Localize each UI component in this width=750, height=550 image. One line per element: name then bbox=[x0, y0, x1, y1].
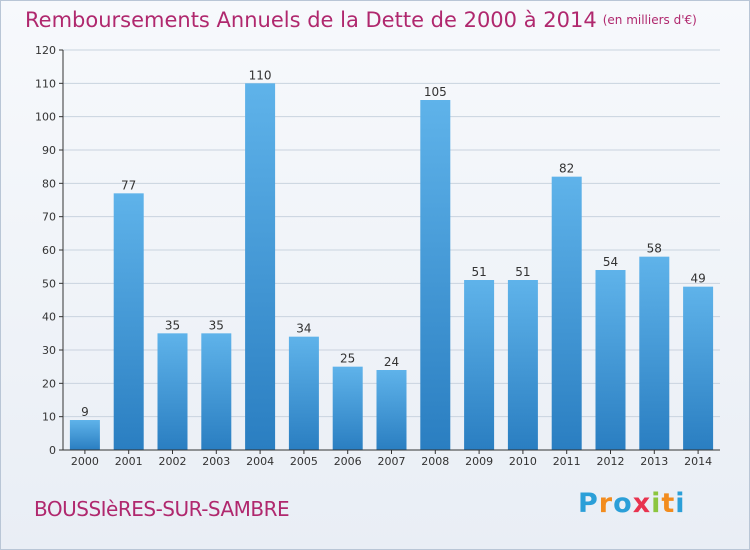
axes bbox=[59, 49, 720, 454]
y-tick-label: 60 bbox=[42, 244, 56, 257]
logo-letter: x bbox=[632, 488, 652, 519]
chart-title-text: Remboursements Annuels de la Dette de 20… bbox=[25, 8, 597, 32]
data-label-2005: 34 bbox=[296, 322, 311, 336]
data-label-2003: 35 bbox=[209, 318, 224, 332]
data-label-2002: 35 bbox=[165, 318, 180, 332]
data-label-2012: 54 bbox=[603, 255, 618, 269]
data-label-2011: 82 bbox=[559, 162, 574, 176]
x-tick-label-2005: 2005 bbox=[290, 455, 318, 468]
labels: 0 10 20 30 40 50 60 70 80 90 100 110 120 9 2000 77 2001 3… bbox=[35, 44, 712, 468]
bar-2000 bbox=[69, 420, 100, 450]
y-tick-label: 70 bbox=[42, 211, 56, 224]
logo-letter: i bbox=[675, 488, 686, 519]
data-label-2006: 25 bbox=[340, 352, 355, 366]
proxiti-logo[interactable]: Proxiti bbox=[578, 488, 686, 519]
chart-unit-note: (en milliers d'€) bbox=[602, 13, 697, 27]
y-tick-label: 10 bbox=[42, 411, 56, 424]
x-tick-label-2002: 2002 bbox=[159, 455, 187, 468]
bar-2008 bbox=[420, 100, 451, 450]
bar-2006 bbox=[332, 366, 363, 450]
data-label-2014: 49 bbox=[690, 272, 705, 286]
logo-letter: o bbox=[613, 488, 633, 519]
logo-letter: i bbox=[651, 488, 662, 519]
commune-name: BOUSSIèRES-SUR-SAMBRE bbox=[34, 497, 290, 521]
data-label-2010: 51 bbox=[515, 265, 530, 279]
bar-2013 bbox=[639, 256, 670, 450]
y-tick-label: 100 bbox=[35, 111, 56, 124]
x-tick-label-2004: 2004 bbox=[246, 455, 274, 468]
bar-2009 bbox=[464, 280, 495, 450]
y-tick-label: 40 bbox=[42, 311, 56, 324]
x-tick-label-2014: 2014 bbox=[684, 455, 712, 468]
y-tick-label: 20 bbox=[42, 377, 56, 390]
data-label-2007: 24 bbox=[384, 355, 399, 369]
bar-2001 bbox=[113, 193, 144, 451]
logo-letter: t bbox=[661, 488, 676, 519]
data-label-2001: 77 bbox=[121, 178, 136, 192]
x-tick-label-2003: 2003 bbox=[202, 455, 230, 468]
data-label-2009: 51 bbox=[471, 265, 486, 279]
logo-letter: P bbox=[578, 488, 599, 519]
bar-2014 bbox=[683, 286, 714, 450]
x-tick-label-2012: 2012 bbox=[597, 455, 625, 468]
chart-title: Remboursements Annuels de la Dette de 20… bbox=[25, 8, 697, 32]
logo-letter: r bbox=[598, 488, 614, 519]
y-tick-label: 0 bbox=[49, 444, 56, 457]
x-tick-label-2007: 2007 bbox=[378, 455, 406, 468]
bar-2005 bbox=[288, 336, 319, 450]
x-tick-label-2011: 2011 bbox=[553, 455, 581, 468]
x-tick-label-2006: 2006 bbox=[334, 455, 362, 468]
y-tick-label: 80 bbox=[42, 177, 56, 190]
bar-2002 bbox=[157, 333, 188, 450]
bar-2004 bbox=[245, 83, 276, 450]
x-tick-label-2009: 2009 bbox=[465, 455, 493, 468]
bar-2012 bbox=[595, 270, 626, 450]
data-label-2004: 110 bbox=[249, 68, 272, 82]
x-tick-label-2013: 2013 bbox=[640, 455, 668, 468]
y-tick-label: 30 bbox=[42, 344, 56, 357]
x-tick-label-2010: 2010 bbox=[509, 455, 537, 468]
bar-2003 bbox=[201, 333, 232, 450]
x-tick-label-2001: 2001 bbox=[115, 455, 143, 468]
data-label-2000: 9 bbox=[81, 405, 89, 419]
x-tick-label-2008: 2008 bbox=[421, 455, 449, 468]
bar-2011 bbox=[551, 176, 582, 450]
bar-2010 bbox=[507, 280, 538, 450]
y-tick-label: 120 bbox=[35, 44, 56, 57]
data-label-2008: 105 bbox=[424, 85, 447, 99]
bar-2007 bbox=[376, 370, 407, 450]
data-label-2013: 58 bbox=[647, 242, 662, 256]
y-tick-label: 110 bbox=[35, 77, 56, 90]
x-tick-label-2000: 2000 bbox=[71, 455, 99, 468]
bars bbox=[69, 83, 714, 451]
y-tick-label: 90 bbox=[42, 144, 56, 157]
y-tick-label: 50 bbox=[42, 277, 56, 290]
